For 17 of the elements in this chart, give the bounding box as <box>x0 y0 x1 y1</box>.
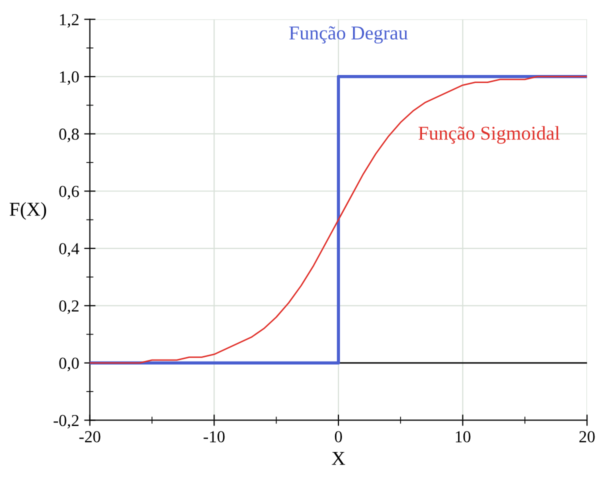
series-label: Função Degrau <box>289 26 408 44</box>
y-tick-label: 0,8 <box>59 128 79 142</box>
y-tick-label: 1,0 <box>60 71 79 85</box>
y-tick-label: 1,2 <box>60 14 79 28</box>
y-tick-label: 0,2 <box>59 300 79 314</box>
x-axis-title: X <box>332 452 346 465</box>
y-tick-label: -0,2 <box>54 414 79 429</box>
series-label: Função Sigmoidal <box>418 126 560 144</box>
x-tick-label: 10 <box>456 431 470 442</box>
y-tick-label: 0,4 <box>59 243 80 257</box>
y-tick-label: 0,0 <box>59 358 79 372</box>
x-tick-label: 0 <box>334 431 342 442</box>
y-tick-label: 0,6 <box>59 186 79 200</box>
x-tick-label: 20 <box>579 431 595 442</box>
y-axis-title: F(X) <box>10 202 46 220</box>
x-tick-label: -10 <box>204 431 225 442</box>
x-tick-label: -20 <box>79 431 100 442</box>
